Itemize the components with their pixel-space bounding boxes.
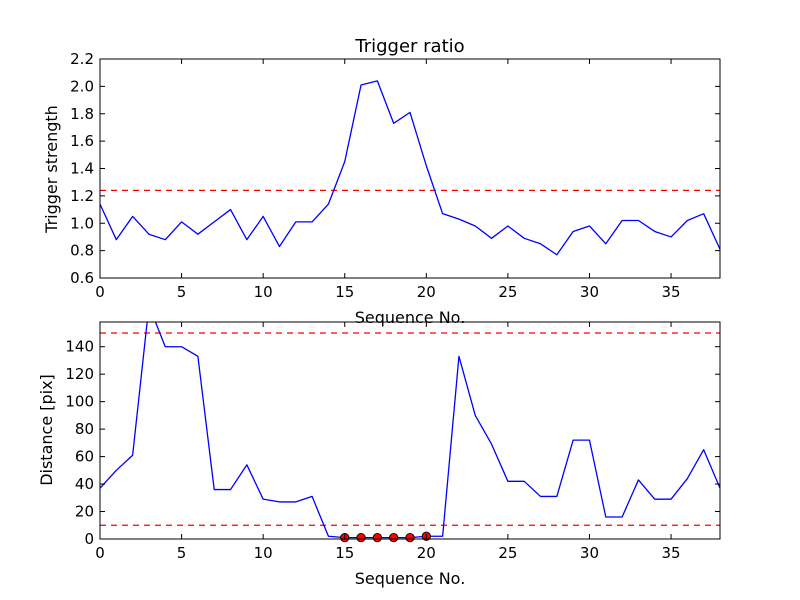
y-tick-label: 120 <box>65 365 94 383</box>
y-tick-label: 0 <box>84 530 94 548</box>
x-tick-label: 10 <box>254 544 273 562</box>
trigger-plot-area: 0 5 10 15 20 25 30 35 0.6 0.8 1.0 1.2 1.4 1.6 1.8 2.0 2.… <box>70 50 721 301</box>
plot-marks-0 <box>100 80 720 256</box>
distance-plot: 0 5 10 15 20 25 30 35 0 20 40 60 80 100 120 140 Sequenc… <box>37 321 721 588</box>
x-tick-label: 20 <box>417 544 436 562</box>
y-tick-label: 0.8 <box>70 242 94 260</box>
chart-title: Trigger ratio <box>354 36 464 57</box>
x-tick-label: 5 <box>177 544 187 562</box>
y-tick-label: 2.2 <box>70 50 94 68</box>
x-tick-label: 5 <box>177 283 187 301</box>
x-tick-label: 35 <box>662 544 681 562</box>
data-point-marker <box>372 532 383 543</box>
x-tick-label: 20 <box>417 283 436 301</box>
data-point-marker <box>389 532 399 543</box>
y-tick-label: 100 <box>65 393 94 411</box>
x-tick-label: 15 <box>335 283 354 301</box>
y-tick-label: 140 <box>65 338 94 356</box>
top-y-axis-label: Trigger strength <box>42 105 61 234</box>
y-tick-label: 20 <box>75 503 94 521</box>
axes-frame <box>99 321 721 540</box>
x-tick-label: 10 <box>254 283 273 301</box>
y-tick-label: 1.4 <box>70 160 94 178</box>
y-tick-label: 1.2 <box>70 187 94 205</box>
bottom-y-axis-label: Distance [pix] <box>37 374 56 486</box>
y-tick-label: 60 <box>75 448 94 466</box>
y-tick-label: 40 <box>75 475 94 493</box>
y-tick-label: 1.6 <box>70 132 94 150</box>
y-tick-label: 80 <box>75 420 94 438</box>
y-tick-label: 1.8 <box>70 105 94 123</box>
y-tick-label: 0.6 <box>70 269 94 287</box>
x-tick-label: 30 <box>580 544 599 562</box>
x-tick-label: 0 <box>95 283 105 301</box>
x-tick-label: 0 <box>95 544 105 562</box>
y-tick-label: 2.0 <box>70 77 94 95</box>
bottom-x-axis-label: Sequence No. <box>355 569 466 588</box>
data-point-marker <box>356 532 366 543</box>
x-tick-label: 25 <box>498 544 517 562</box>
x-tick-label: 15 <box>335 544 354 562</box>
top-x-axis-label: Sequence No. <box>355 308 466 327</box>
series-line-0 <box>100 80 720 256</box>
trigger-ratio-plot: Trigger ratio 0 5 10 15 20 25 30 35 0.6 0.8 1.0 1.2… <box>42 36 721 327</box>
data-point-marker <box>405 532 415 543</box>
y-tick-label: 1.0 <box>70 214 94 232</box>
x-tick-label: 25 <box>498 283 517 301</box>
distance-plot-area: 0 5 10 15 20 25 30 35 0 20 40 60 80 100 120 140 <box>65 321 721 562</box>
x-tick-label: 35 <box>662 283 681 301</box>
x-tick-label: 30 <box>580 283 599 301</box>
